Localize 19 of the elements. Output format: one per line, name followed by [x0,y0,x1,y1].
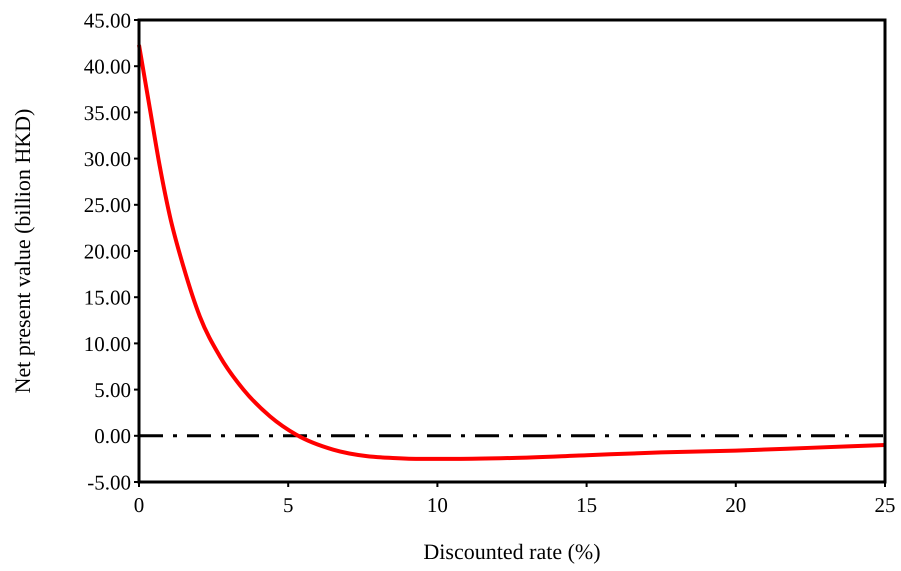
y-tick-label: 20.00 [84,239,131,264]
x-tick-label: 15 [576,493,598,517]
x-axis-title: Discounted rate (%) [423,539,601,564]
y-tick-label: 5.00 [94,378,131,402]
x-tick-label: 20 [725,493,746,517]
y-tick-label: 30.00 [84,146,131,171]
y-tick-label: 40.00 [84,54,131,79]
y-tick-label: 25.00 [84,193,131,218]
y-tick-label: 0.00 [94,424,131,448]
y-tick-label: -5.00 [87,470,131,494]
y-tick-label: 45.00 [84,8,131,32]
y-axis-title: Net present value (billion HKD) [10,108,35,394]
x-tick-label: 5 [282,493,294,517]
y-tick-label: 10.00 [84,332,131,356]
y-tick-label: 35.00 [84,100,131,125]
y-tick-label: 15.00 [84,286,131,310]
x-tick-label: 0 [134,493,144,517]
x-tick-label: 10 [426,493,448,517]
x-tick-label: 25 [874,493,896,517]
